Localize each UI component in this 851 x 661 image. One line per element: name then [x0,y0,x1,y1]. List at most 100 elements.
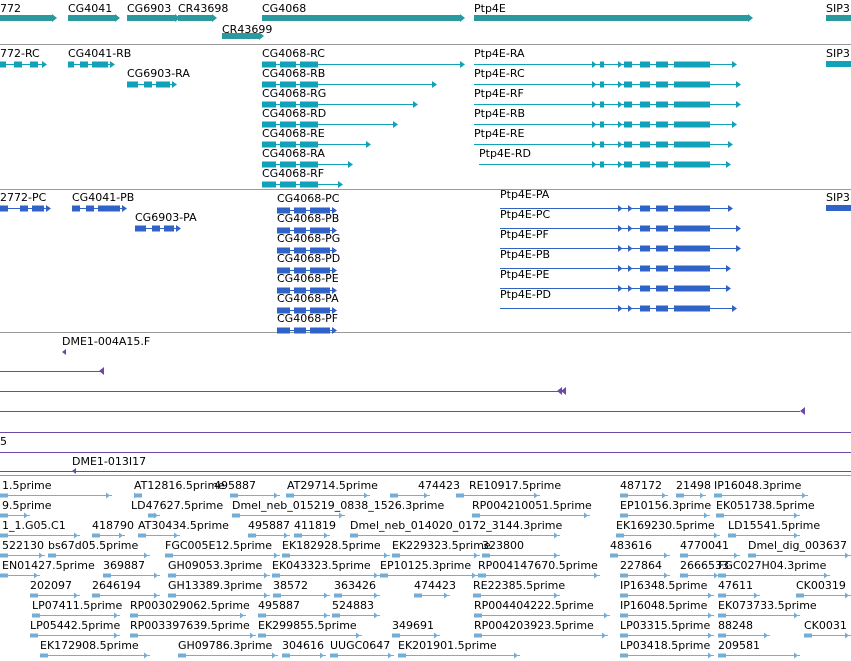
est-block [48,553,56,558]
est-strand-arrow [434,632,438,639]
transcript-label: Ptp4E-RB [474,107,525,120]
protein-CG4068[interactable] [277,247,337,254]
protein-label: Ptp4E-PB [500,248,550,261]
est-strand-arrow [74,532,78,539]
protein-CG4068[interactable] [277,327,337,334]
est-block [334,593,342,598]
est-label: Dmel_neb_014020_0172_3144.3prime [350,519,562,532]
est-strand-arrow [845,592,849,599]
exon-chevron [628,305,633,312]
est-strand-arrow [845,552,849,559]
protein-CG4068[interactable] [277,307,337,314]
est-block [620,633,628,638]
transcript-label: CG4068-RB [262,67,325,80]
transcript-CG4041-RB[interactable] [68,61,115,68]
exon-chevron [618,121,623,128]
est-block [620,593,628,598]
transcript-CG6903-RA[interactable] [127,81,177,88]
exon-chevron [628,265,633,272]
transcript-CG4068[interactable] [262,61,465,68]
est-block [804,633,812,638]
transcript-label: CG4068-RG [262,87,326,100]
protein-2772-PC[interactable] [0,205,51,212]
protein-label: CG4068-PE [277,272,339,285]
est-strand-arrow [24,512,28,519]
transcript-CG4068[interactable] [262,181,343,188]
est-label: 88248 [718,619,753,632]
transcript-label: CG4068-RC [262,47,325,60]
protein-Ptp4E[interactable] [500,205,733,212]
transcript-CG4068[interactable] [262,81,437,88]
transcript-Ptp4E[interactable] [474,81,741,88]
transcript-CG4068[interactable] [262,161,353,168]
protein-CG6903-PA[interactable] [135,225,181,232]
transcript-Ptp4E[interactable] [474,61,737,68]
clone-label: DME1-004A15.F [62,335,150,348]
exon-chevron [618,61,623,68]
est-strand-arrow [474,552,478,559]
est-label: EN01427.5prime [2,559,95,572]
est-block [620,493,628,498]
protein-label: CG4068-PB [277,212,339,225]
protein-Ptp4E[interactable] [500,305,737,312]
exon-chevron [618,141,623,148]
est-strand-arrow [514,652,518,659]
clone-end-marker [557,387,562,395]
transcript-CG4068[interactable] [262,101,418,108]
transcript-CG4068[interactable] [262,141,371,148]
transcript-Ptp4E[interactable] [479,161,731,168]
est-block [92,593,100,598]
est-label: LD15541.5prime [728,519,820,532]
protein-CG4068[interactable] [277,287,337,294]
est-strand-arrow [794,652,798,659]
exon-chevron [618,265,623,272]
protein-CG4068[interactable] [277,227,337,234]
est-strand-arrow [240,612,244,619]
protein-CG4041-PB[interactable] [72,205,127,212]
transcript-label: 772-RC [0,47,40,60]
transcript-CG4068[interactable] [262,121,398,128]
protein-label: CG4041-PB [72,191,134,204]
est-label: CK00319 [796,579,846,592]
exon-chevron [628,285,633,292]
est-label: RP003029062.5prime [130,599,250,612]
est-strand-arrow [824,572,828,579]
est-strand-arrow [424,492,428,499]
est-block [294,533,302,538]
est-block [148,513,156,518]
gene-strand-arrow [259,32,264,40]
transcript-Ptp4E[interactable] [474,101,741,108]
protein-label: Ptp4E-PC [500,208,550,221]
est-strand-arrow [364,492,368,499]
est-label: EK201901.5prime [398,639,497,652]
est-strand-arrow [708,592,712,599]
exon-chevron [628,225,633,232]
transcript-label: SIP3 [826,47,850,60]
protein-Ptp4E[interactable] [500,265,731,272]
est-block [273,593,281,598]
transcript-772-RC[interactable] [0,61,47,68]
transcript-Ptp4E[interactable] [474,141,733,148]
est-block [714,493,722,498]
est-label: AT29714.5prime [287,479,378,492]
protein-CG4068[interactable] [277,267,337,274]
est-block [482,553,490,558]
protein-CG4068[interactable] [277,207,337,214]
est-block [390,493,398,498]
protein-label: Ptp4E-PF [500,228,549,241]
clone-end-marker [62,349,66,355]
est-block [232,513,240,518]
transcript-label: Ptp4E-RE [474,127,524,140]
gene-strand-arrow [748,14,753,22]
est-block [398,653,406,658]
transcript-Ptp4E[interactable] [474,121,737,128]
est-label: 21498 [676,479,711,492]
est-label: LD47627.5prime [131,499,223,512]
est-label: 418790 [92,519,134,532]
est-label: 483616 [610,539,652,552]
exon-chevron [592,61,597,68]
est-strand-arrow [602,632,606,639]
protein-Ptp4E[interactable] [500,285,731,292]
protein-label: CG4068-PC [277,192,340,205]
